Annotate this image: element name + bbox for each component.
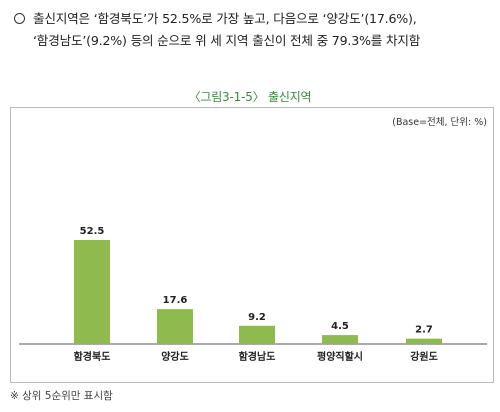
data-label-2: 17.6 xyxy=(163,295,188,306)
data-label-4: 4.5 xyxy=(331,321,349,332)
bar-chart: 52.5 함경북도 17.6 양강도 9.2 함경남도 4.5 평양직할시 2.7 강원도 xyxy=(19,226,487,363)
bar-1 xyxy=(74,240,110,344)
chart-frame: (Base=전체, 단위: %) 52.5 함경북도 17.6 양강도 9.2 함경남도 4… xyxy=(10,107,494,383)
category-label-4: 평양직할시 xyxy=(317,350,363,363)
data-label-1: 52.5 xyxy=(80,226,105,237)
data-label-3: 9.2 xyxy=(248,312,266,323)
unit-note: (Base=전체, 단위: %) xyxy=(392,117,487,128)
bar-3 xyxy=(239,325,275,344)
category-label-2: 양강도 xyxy=(161,350,189,363)
bar-2 xyxy=(157,309,193,344)
summary-bullet: 출신지역은 ‘함경북도’가 52.5%로 가장 높고, 다음으로 ‘양강도’(1… xyxy=(14,8,494,52)
category-label-3: 함경남도 xyxy=(239,350,276,363)
figure-title: 〈그림3-1-5〉 출신지역 xyxy=(188,90,312,104)
summary-line-1: 출신지역은 ‘함경북도’가 52.5%로 가장 높고, 다음으로 ‘양강도’(1… xyxy=(33,11,417,26)
bar-5 xyxy=(406,338,442,344)
summary-line-2: ‘함경남도’(9.2%) 등의 순으로 위 세 지역 출신이 전체 중 79.3… xyxy=(33,33,421,48)
category-label-1: 함경북도 xyxy=(74,350,111,363)
bar-4 xyxy=(322,335,358,344)
data-label-5: 2.7 xyxy=(415,325,433,336)
category-label-5: 강원도 xyxy=(410,350,438,363)
summary-text: 출신지역은 ‘함경북도’가 52.5%로 가장 높고, 다음으로 ‘양강도’(1… xyxy=(33,8,420,52)
footnote: ※ 상위 5순위만 표시함 xyxy=(10,390,113,402)
bullet-circle-icon xyxy=(14,13,25,24)
